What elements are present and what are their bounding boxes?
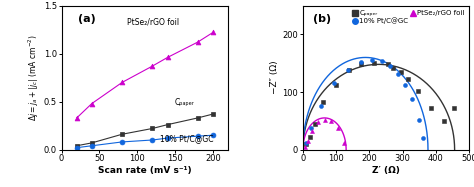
X-axis label: Z′ (Ω): Z′ (Ω) bbox=[372, 166, 400, 175]
Point bbox=[334, 126, 342, 129]
Point bbox=[331, 82, 338, 85]
Point bbox=[321, 118, 328, 121]
Point bbox=[311, 122, 319, 125]
Y-axis label: $\Delta j = j_a + |j_c|$ (mA cm$^{-2}$): $\Delta j = j_a + |j_c|$ (mA cm$^{-2}$) bbox=[27, 34, 41, 121]
Text: (a): (a) bbox=[78, 14, 96, 24]
Point bbox=[371, 62, 378, 65]
Point bbox=[357, 61, 365, 64]
Point bbox=[319, 101, 327, 104]
Point bbox=[415, 118, 422, 121]
Point bbox=[427, 107, 435, 110]
Point bbox=[450, 107, 458, 110]
Point bbox=[404, 78, 411, 81]
Point bbox=[341, 141, 348, 144]
Legend: Cₚₐₚₑᵣ, 10% Pt/C@GC, PtSe₂/rGO foil: Cₚₐₚₑᵣ, 10% Pt/C@GC, PtSe₂/rGO foil bbox=[351, 8, 467, 27]
Text: PtSe₂/rGO foil: PtSe₂/rGO foil bbox=[127, 18, 179, 27]
Point bbox=[397, 70, 405, 73]
Point bbox=[302, 141, 310, 144]
Point bbox=[332, 84, 340, 87]
Point bbox=[346, 69, 353, 72]
Point bbox=[419, 137, 427, 140]
Y-axis label: −Z″ (Ω): −Z″ (Ω) bbox=[271, 61, 280, 94]
Point bbox=[306, 135, 313, 138]
X-axis label: Scan rate (mV s⁻¹): Scan rate (mV s⁻¹) bbox=[98, 166, 191, 175]
Point bbox=[378, 60, 386, 63]
Text: (b): (b) bbox=[313, 14, 331, 24]
Point bbox=[368, 58, 376, 61]
Point bbox=[394, 72, 401, 75]
Point bbox=[314, 120, 322, 123]
Point bbox=[401, 84, 409, 87]
Text: Cₚₐₚₑᵣ: Cₚₐₚₑᵣ bbox=[175, 98, 195, 107]
Point bbox=[309, 130, 316, 133]
Point bbox=[384, 63, 392, 66]
Point bbox=[328, 119, 335, 122]
Point bbox=[386, 65, 394, 68]
Point bbox=[344, 69, 352, 72]
Point bbox=[414, 89, 421, 92]
Point bbox=[318, 105, 325, 108]
Point bbox=[440, 119, 448, 122]
Point bbox=[304, 140, 312, 142]
Point bbox=[308, 126, 315, 129]
Point bbox=[357, 63, 365, 66]
Point bbox=[302, 142, 310, 145]
Point bbox=[408, 97, 416, 100]
Text: 10% Pt/C@GC: 10% Pt/C@GC bbox=[160, 134, 213, 143]
Point bbox=[389, 66, 397, 69]
Point bbox=[301, 145, 308, 148]
